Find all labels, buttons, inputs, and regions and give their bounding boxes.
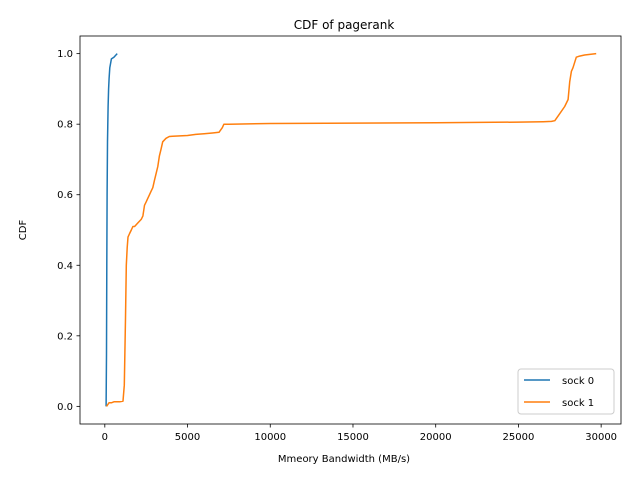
x-tick-label: 10000 <box>254 432 286 443</box>
y-tick-label: 0.8 <box>57 120 73 131</box>
y-tick-label: 0.4 <box>57 261 73 272</box>
x-tick-label: 25000 <box>503 432 535 443</box>
y-tick-label: 0.2 <box>57 331 73 342</box>
x-tick-label: 30000 <box>585 432 617 443</box>
plot-area <box>105 52 597 407</box>
plot-frame <box>79 35 622 425</box>
series-line-sock-0 <box>105 53 118 407</box>
x-tick-label: 0 <box>102 432 108 443</box>
chart-title: CDF of pagerank <box>294 18 395 32</box>
x-tick-label: 20000 <box>420 432 452 443</box>
y-tick-label: 0.0 <box>57 402 73 413</box>
x-axis-ticks: 0 5000 10000 15000 20000 25000 30000 <box>102 424 617 443</box>
x-tick-label: 15000 <box>337 432 369 443</box>
x-tick-label: 5000 <box>175 432 200 443</box>
x-axis-label: Mmeory Bandwidth (MB/s) <box>278 454 410 465</box>
series-line-sock-1 <box>105 52 597 407</box>
legend: sock 0 sock 1 <box>517 368 615 415</box>
y-tick-label: 0.6 <box>57 190 73 201</box>
y-axis-ticks: 0.0 0.2 0.4 0.6 0.8 1.0 <box>57 49 80 413</box>
y-tick-label: 1.0 <box>57 49 73 60</box>
legend-label-sock-1: sock 1 <box>562 398 594 409</box>
y-axis-label: CDF <box>18 220 29 241</box>
legend-label-sock-0: sock 0 <box>562 376 594 387</box>
